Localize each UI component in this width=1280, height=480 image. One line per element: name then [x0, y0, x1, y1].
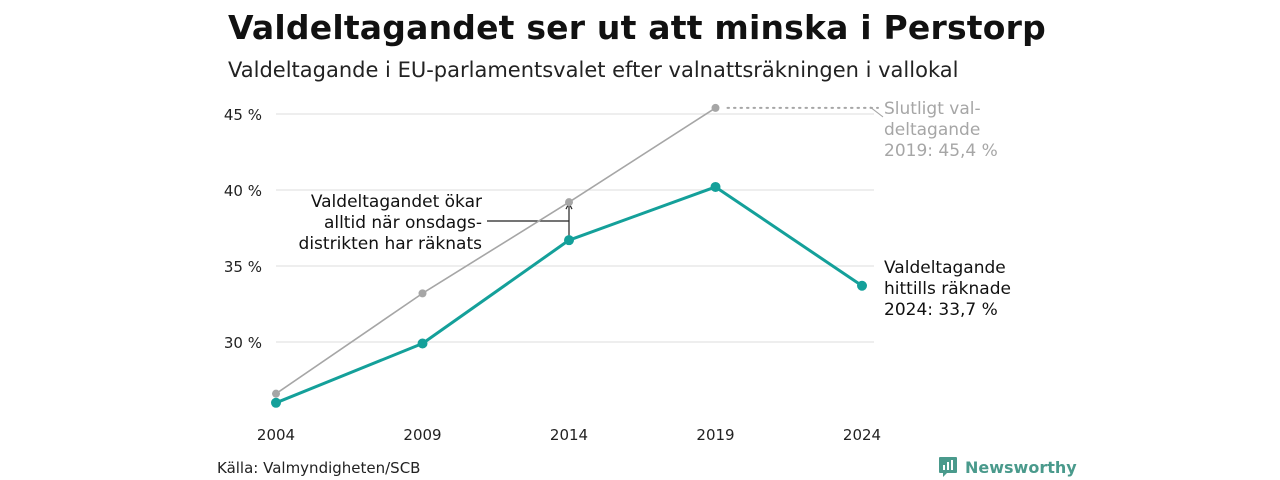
data-point-current [417, 338, 428, 349]
final-value-label-line: Slutligt val- [884, 99, 981, 119]
y-tick-label: 45 % [224, 106, 262, 124]
y-axis: 30 % 35 % 40 % 45 % [224, 106, 262, 352]
newsworthy-logo: Newsworthy [938, 456, 1077, 478]
current-value-label-line: 2024: 33,7 % [884, 300, 998, 320]
data-point-final [272, 389, 280, 398]
data-point-final [565, 198, 573, 207]
y-tick-label: 40 % [224, 182, 262, 200]
series-line-final [275, 107, 716, 395]
source-note: Källa: Valmyndigheten/SCB [217, 459, 421, 477]
chart-subtitle: Valdeltagande i EU-parlamentsvalet efter… [228, 58, 959, 82]
current-value-label-line: hittills räknade [884, 279, 1011, 299]
x-axis: 2004 2009 2014 2019 2024 [257, 426, 881, 444]
current-value-label-line: Valdeltagande [884, 258, 1006, 278]
logo-text: Newsworthy [965, 457, 1077, 477]
note-label-line: distrikten har räknats [299, 234, 483, 254]
final-value-label-line: deltagande [884, 120, 980, 140]
x-tick-label: 2009 [403, 426, 441, 444]
chart-title: Valdeltagandet ser ut att minska i Perst… [228, 8, 1046, 47]
final-value-leader-tick [869, 106, 884, 118]
series-group [271, 103, 867, 408]
data-point-current [857, 280, 867, 291]
data-point-final [711, 103, 720, 112]
y-tick-label: 35 % [224, 258, 262, 276]
x-tick-label: 2024 [843, 426, 881, 444]
note-label-line: alltid när onsdags- [324, 213, 482, 233]
gridlines [276, 113, 874, 343]
data-point-current [710, 181, 721, 192]
data-point-current [271, 397, 281, 408]
newsworthy-logo-icon [939, 457, 957, 477]
data-point-final [418, 289, 427, 298]
annotation-connectors [487, 106, 884, 237]
x-tick-label: 2019 [696, 426, 734, 444]
final-value-label-line: 2019: 45,4 % [884, 141, 998, 161]
note-label-line: Valdeltagandet ökar [311, 192, 482, 212]
x-tick-label: 2004 [257, 426, 295, 444]
data-point-current [564, 235, 574, 246]
x-tick-label: 2014 [550, 426, 588, 444]
y-tick-label: 30 % [224, 334, 262, 352]
